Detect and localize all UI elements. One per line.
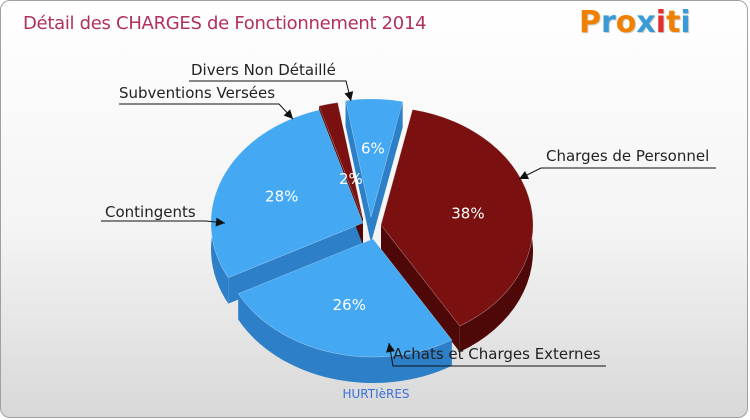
slice-category-label: Divers Non Détaillé: [191, 61, 336, 79]
logo-letter: P: [579, 5, 601, 40]
pie-slice: [210, 109, 364, 279]
leader-arrowhead: [215, 217, 225, 227]
slice-percent-label: 26%: [333, 296, 366, 314]
logo-letter: r: [601, 5, 616, 40]
leader-line: [518, 167, 716, 180]
pie-slice-wall: [228, 223, 363, 304]
pie-slice: [345, 98, 403, 218]
slice-percent-label: 6%: [361, 140, 385, 158]
pie-slice-wall: [371, 101, 403, 243]
logo-letter: i: [655, 5, 667, 40]
slice-category-label: Contingents: [105, 203, 196, 221]
logo-letter: o: [615, 5, 637, 40]
pie-slice-wall: [345, 100, 371, 243]
pie-slice: [237, 238, 453, 358]
slice-category-label: Subventions Versées: [119, 84, 275, 102]
slice-percent-label: 28%: [265, 187, 298, 205]
leader-arrowhead: [519, 170, 530, 179]
slice-category-label: Achats et Charges Externes: [393, 345, 601, 363]
slice-percent-label: 38%: [451, 205, 484, 223]
proxiti-logo: Proxiti: [579, 5, 691, 40]
leader-arrowhead: [386, 343, 395, 353]
pie-slice: [318, 102, 364, 220]
pie-slice: [380, 109, 534, 327]
slice-category-label: Charges de Personnel: [546, 147, 709, 165]
leader-line: [119, 103, 294, 120]
logo-letter: x: [636, 5, 656, 40]
commune-name: HURTIèRES: [342, 387, 410, 401]
slice-percent-label: 2%: [339, 170, 363, 188]
pie-slice-side: [238, 293, 452, 383]
leader-line: [101, 220, 226, 224]
pie-slice-wall: [381, 225, 460, 352]
logo-letter: i: [680, 5, 691, 40]
leader-arrowhead: [344, 91, 354, 101]
leader-arrowhead: [283, 109, 293, 119]
logo-letter: t: [666, 5, 681, 40]
chart-title: Détail des CHARGES de Fonctionnement 201…: [23, 13, 427, 34]
